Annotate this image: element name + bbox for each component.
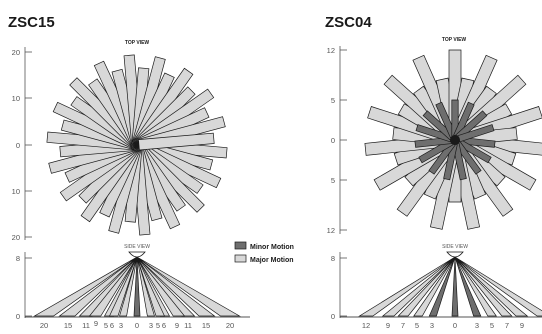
major-motion-beam [88, 256, 138, 317]
x-tick-label: 0 [453, 321, 457, 330]
y-tick-label: 5 [331, 96, 335, 105]
x-tick-label: 0 [135, 321, 139, 330]
y-tick-label: 8 [16, 254, 20, 263]
y-tick-label: 0 [16, 312, 20, 321]
x-tick-label: 3 [119, 321, 123, 330]
y-tick-label: 10 [12, 187, 20, 196]
major-motion-beam [108, 256, 138, 317]
x-tick-label: 6 [162, 321, 166, 330]
x-tick-label: 11 [82, 321, 90, 330]
panel-zsc15: ZSC15 TOP VIEW 20 10 0 10 20 SIDE VIEW 8… [8, 14, 250, 330]
major-motion-beam [454, 256, 497, 317]
major-motion-beam [119, 256, 138, 317]
major-motion-beam [136, 256, 241, 317]
major-motion-beam [413, 256, 456, 317]
major-motion-beam [58, 256, 138, 317]
x-tick-label: 9 [175, 321, 179, 330]
x-tick-label: 3 [475, 321, 479, 330]
major-motion-beam [454, 256, 542, 317]
y-tick-label: 0 [16, 141, 20, 150]
bottom-tick-labels: 12 9 7 5 3 0 3 5 7 9 [362, 321, 524, 330]
x-tick-label: 3 [430, 321, 434, 330]
y-tick-label: 20 [12, 48, 20, 57]
x-tick-label: 12 [362, 321, 370, 330]
major-motion-beam [454, 256, 513, 317]
bottom-tick-labels: 20 15 11 9 5 6 3 0 3 5 6 9 11 15 20 [40, 319, 234, 330]
x-tick-label: 20 [40, 321, 48, 330]
x-tick-label: 15 [202, 321, 210, 330]
y-tick-label: 12 [327, 226, 335, 235]
major-motion-beam [136, 256, 186, 317]
model-title: ZSC04 [325, 14, 372, 31]
x-tick-label: 5 [104, 321, 108, 330]
minor-motion-beam [454, 256, 482, 317]
x-tick-label: 9 [386, 321, 390, 330]
x-tick-label: 7 [401, 321, 405, 330]
legend: Minor Motion Major Motion [234, 241, 294, 264]
x-tick-label: 7 [505, 321, 509, 330]
top-view-title: TOP VIEW [442, 37, 467, 43]
minor-motion-beam [133, 256, 141, 317]
x-tick-label: 20 [226, 321, 234, 330]
y-tick-label: 0 [331, 312, 335, 321]
y-tick-label: 5 [331, 176, 335, 185]
major-motion-beam [136, 256, 155, 317]
major-motion-beam [381, 256, 456, 317]
sensor-dome-icon [446, 251, 464, 258]
major-motion-beam [397, 256, 456, 317]
model-title: ZSC15 [8, 14, 55, 31]
major-motion-beam [136, 256, 216, 317]
panel-zsc04: ZSC04 TOP VIEW 12 5 0 5 12 SIDE VIEW 8 0… [325, 14, 542, 330]
sensor-center-icon [450, 135, 460, 145]
top-view-title: TOP VIEW [125, 40, 150, 46]
major-motion-label: Major Motion [250, 257, 294, 264]
x-tick-label: 15 [64, 321, 72, 330]
minor-motion-beam [428, 256, 456, 317]
side-view-title: SIDE VIEW [124, 244, 150, 250]
major-motion-swatch [234, 254, 247, 263]
x-tick-label: 5 [490, 321, 494, 330]
x-tick-label: 9 [94, 319, 98, 328]
side-view-beam-pattern [358, 256, 542, 317]
y-tick-label: 8 [331, 254, 335, 263]
y-tick-label: 0 [331, 136, 335, 145]
x-tick-label: 6 [110, 321, 114, 330]
minor-motion-label: Minor Motion [250, 244, 294, 251]
x-tick-label: 5 [415, 321, 419, 330]
top-view-beam-pattern [364, 49, 542, 230]
major-motion-beam [138, 132, 215, 151]
major-motion-beam [33, 256, 138, 317]
y-tick-label: 20 [12, 233, 20, 242]
x-tick-label: 3 [149, 321, 153, 330]
sensor-center-icon [135, 143, 139, 147]
x-tick-label: 5 [156, 321, 160, 330]
sensor-dome-icon [128, 251, 146, 258]
major-motion-beam [358, 256, 456, 317]
minor-motion-beam [451, 256, 459, 317]
top-view-beam-pattern [46, 54, 228, 236]
y-tick-label: 12 [327, 46, 335, 55]
side-view-beam-pattern [33, 256, 241, 317]
y-tick-label: 10 [12, 94, 20, 103]
major-motion-beam [136, 256, 166, 317]
x-tick-label: 11 [184, 321, 192, 330]
major-motion-beam [454, 256, 529, 317]
minor-motion-swatch [234, 241, 247, 250]
x-tick-label: 9 [520, 321, 524, 330]
side-view-title: SIDE VIEW [442, 244, 468, 250]
